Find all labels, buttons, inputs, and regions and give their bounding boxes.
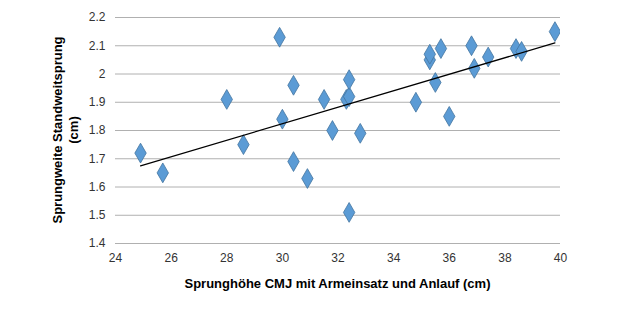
svg-text:1.7: 1.7 bbox=[89, 152, 106, 166]
svg-text:26: 26 bbox=[164, 251, 178, 265]
svg-text:1.9: 1.9 bbox=[89, 95, 106, 109]
svg-text:1.8: 1.8 bbox=[89, 123, 106, 137]
svg-text:1.6: 1.6 bbox=[89, 180, 106, 194]
svg-text:1.4: 1.4 bbox=[89, 236, 106, 250]
svg-text:40: 40 bbox=[554, 251, 568, 265]
svg-text:Sprunghöhe CMJ mit Armeinsatz: Sprunghöhe CMJ mit Armeinsatz und Anlauf… bbox=[185, 276, 491, 291]
svg-text:36: 36 bbox=[443, 251, 457, 265]
svg-text:2.2: 2.2 bbox=[89, 10, 106, 24]
svg-text:34: 34 bbox=[387, 251, 401, 265]
svg-text:2: 2 bbox=[99, 67, 106, 81]
svg-text:32: 32 bbox=[331, 251, 345, 265]
svg-text:38: 38 bbox=[498, 251, 512, 265]
svg-text:2.1: 2.1 bbox=[89, 39, 106, 53]
svg-text:28: 28 bbox=[220, 251, 234, 265]
svg-text:1.5: 1.5 bbox=[89, 208, 106, 222]
svg-text:30: 30 bbox=[276, 251, 290, 265]
svg-text:24: 24 bbox=[109, 251, 123, 265]
svg-text:Sprungweite Standweitsprung(cm: Sprungweite Standweitsprung(cm) bbox=[50, 36, 81, 223]
